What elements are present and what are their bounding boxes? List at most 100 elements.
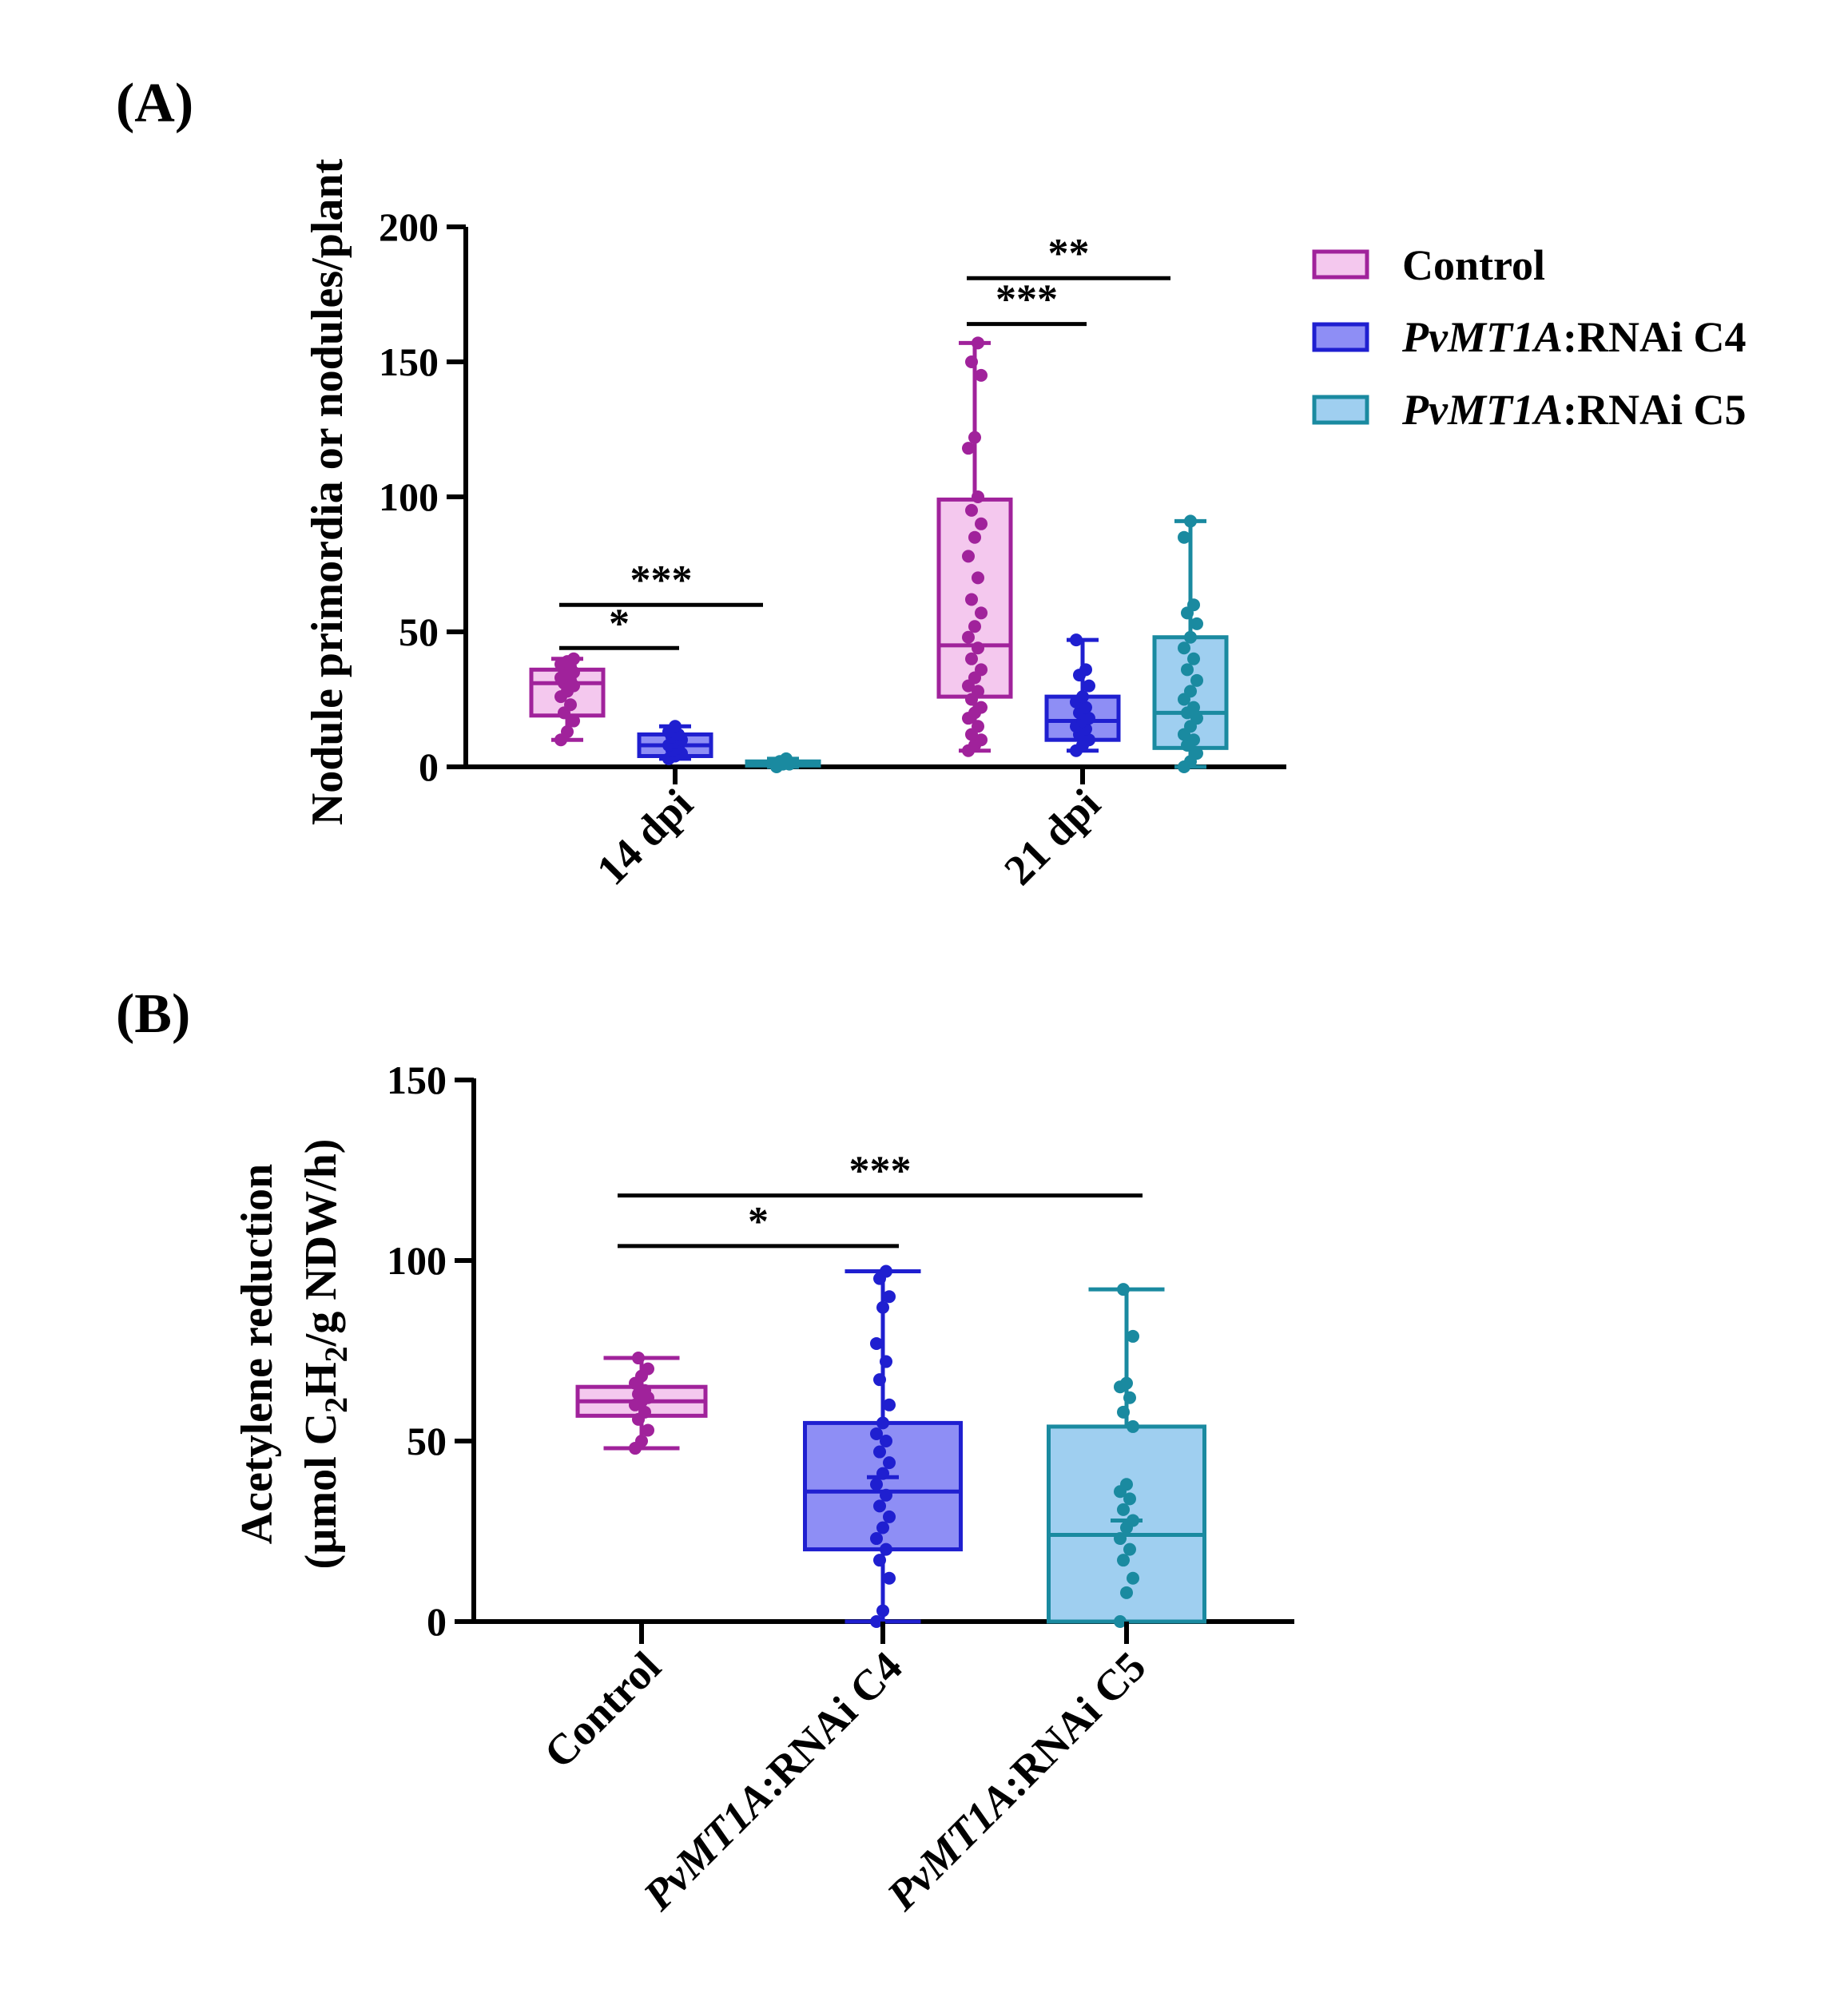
panel-b-box-c4-point <box>876 1416 889 1430</box>
panel-a-y-axis-title: Nodule primordia or nodules/plant <box>303 158 352 825</box>
panel-b-box-c4-point <box>883 1398 896 1411</box>
panel-a: (A) Nodule primordia or nodules/plant 0 5… <box>116 73 1746 894</box>
panel-b-box-c4-point <box>880 1488 892 1502</box>
panel-b-box-c4-point <box>870 1532 883 1546</box>
panel-a-box-c5-21dpi-point <box>1187 701 1200 714</box>
panel-b-sig-1-label: *** <box>849 1149 912 1194</box>
panel-a-box-c5-14dpi-point <box>780 752 793 765</box>
panel-a-box-control-21dpi-point <box>965 652 978 665</box>
panel-b-y-ticks: 0 50 100 150 <box>387 1058 474 1644</box>
panel-a-box-c5-21dpi-point <box>1187 652 1200 665</box>
panel-b-box-c4-point <box>873 1445 886 1459</box>
panel-b-box-c5-point <box>1117 1554 1130 1567</box>
legend-swatch-c5 <box>1312 395 1369 425</box>
panel-b-box-c5-point <box>1120 1586 1133 1599</box>
panel-a-box-control-21dpi-point <box>975 517 988 530</box>
panel-b-box-c5-point <box>1127 1514 1139 1527</box>
panel-a-box-control-14dpi-point <box>567 652 580 665</box>
panel-a-box-control-21dpi-point <box>975 733 988 747</box>
panel-a-box-control-14dpi-point <box>561 725 574 739</box>
panel-b-box-c4-point <box>876 1300 889 1314</box>
panel-a-box-control-21dpi-point <box>965 503 978 517</box>
panel-b-box-c4-point <box>876 1604 889 1618</box>
panel-b-box-c4-point <box>883 1510 896 1523</box>
panel-a-y-ticks: 0 50 100 150 200 <box>379 204 466 789</box>
panel-b-y-tick-label-50: 50 <box>407 1419 447 1463</box>
legend-label-control: Control <box>1402 241 1545 289</box>
legend-item-c4: PvMT1A:RNAi C4 <box>1312 313 1746 361</box>
panel-b-box-c5-point <box>1123 1391 1136 1404</box>
panel-a-box-c5-21dpi-point <box>1184 514 1197 528</box>
panel-b-box-c5-point <box>1114 1532 1127 1546</box>
panel-a-box-c4-21dpi-point <box>1083 679 1095 693</box>
panel-a-box-control-21dpi-point <box>972 336 984 350</box>
panel-a-box-c5-21dpi-point <box>1190 747 1203 760</box>
panel-a-box-c5-21dpi <box>1152 514 1229 773</box>
panel-a-box-control-21dpi-point <box>972 720 984 733</box>
panel-a-box-control-14dpi-point <box>567 714 580 728</box>
panel-a-box-c5-21dpi-point <box>1184 685 1197 698</box>
panel-a-y-tick-label-150: 150 <box>379 339 439 384</box>
panel-a-sig-1-label: *** <box>630 558 693 603</box>
panel-b-box-control-point <box>642 1423 654 1437</box>
panel-a-box-c5-21dpi-point <box>1190 673 1203 687</box>
panel-b-box-c4-point <box>870 1615 883 1628</box>
panel-b-box-c4-point <box>883 1456 896 1470</box>
panel-b-box-c4-point <box>876 1521 889 1534</box>
legend-label-c4: PvMT1A:RNAi C4 <box>1401 313 1746 361</box>
panel-a-sig-0-label: * <box>609 601 630 646</box>
panel-b-box-c5-point <box>1127 1571 1139 1585</box>
panel-a-box-c4-21dpi-point <box>1083 733 1095 747</box>
panel-a-box-c4-21dpi-point <box>1070 633 1083 647</box>
legend-item-c5: PvMT1A:RNAi C5 <box>1312 386 1746 434</box>
panel-a-box-c5-21dpi-point <box>1187 733 1200 747</box>
panel-a-box-c5-21dpi-point <box>1178 641 1190 655</box>
panel-a-box-c4-14dpi <box>637 720 713 765</box>
panel-b-box-c5 <box>1047 1283 1206 1628</box>
legend-swatch-control <box>1312 249 1369 280</box>
panel-b-y-axis-title-line1: Acetylene reduction <box>232 1164 282 1544</box>
panel-b-box-control <box>575 1352 708 1455</box>
panel-a-box-c4-21dpi-point <box>1076 690 1089 704</box>
panel-b-box-c4-point <box>880 1542 892 1556</box>
panel-b-box-c4-point <box>873 1554 886 1567</box>
panel-a-y-tick-label-50: 50 <box>399 609 439 654</box>
panel-a-x-label-21dpi: 21 dpi <box>995 780 1109 894</box>
panel-b-y-tick-label-150: 150 <box>387 1058 447 1102</box>
panel-b-box-c4-point <box>870 1336 883 1350</box>
panel-b-box-c4-point <box>880 1265 892 1278</box>
panel-a-box-control-21dpi-point <box>972 571 984 585</box>
panel-b-y-axis-title-line2: (µmol C2H2/g NDW/h) <box>296 1139 354 1570</box>
panel-b-sig-0-label: * <box>748 1199 769 1245</box>
panel-b-box-control-point <box>635 1435 648 1447</box>
panel-b: (B) Acetylene reduction (µmol C2H2/g NDW… <box>116 983 1294 1920</box>
panel-a-box-control-14dpi-point <box>564 698 577 712</box>
panel-a-box-control-21dpi-point <box>962 550 975 563</box>
legend-swatch-c4 <box>1312 322 1369 352</box>
panel-b-box-c5-point <box>1117 1405 1130 1419</box>
panel-a-y-tick-label-100: 100 <box>379 474 439 519</box>
panel-b-box-c4-point <box>883 1290 896 1304</box>
panel-a-box-c5-21dpi-point <box>1181 663 1194 677</box>
panel-b-box-c4-point <box>870 1478 883 1491</box>
panel-a-box-control-21dpi-point <box>972 685 984 698</box>
panel-a-y-axis: 0 50 100 150 200 <box>379 204 468 789</box>
panel-b-box-c4-point <box>880 1435 892 1447</box>
panel-b-x-label-control: Control <box>535 1642 670 1777</box>
panel-b-box-control-point <box>632 1352 645 1365</box>
panel-a-sig-3-label: ** <box>1048 231 1090 276</box>
panel-b-box-c4-point <box>873 1373 886 1387</box>
panel-a-box-c5-21dpi-point <box>1190 617 1203 630</box>
panel-a-box-control-21dpi-point <box>965 355 978 368</box>
panel-a-box-control-21dpi-point <box>975 606 988 620</box>
panel-a-box-c4-21dpi-point <box>1083 712 1095 725</box>
panel-a-box-control-21dpi <box>936 336 1013 757</box>
panel-a-box-control-21dpi-point <box>975 368 988 382</box>
panel-a-significance: ********* <box>559 231 1170 650</box>
panel-b-y-tick-label-100: 100 <box>387 1238 447 1283</box>
panel-a-box-control-21dpi-point <box>968 620 981 633</box>
legend-item-control: Control <box>1312 241 1545 289</box>
panel-b-box-c4-point <box>870 1427 883 1440</box>
panel-a-box-c4-21dpi-point <box>1079 701 1092 714</box>
panel-a-box-c5-14dpi <box>745 752 821 773</box>
